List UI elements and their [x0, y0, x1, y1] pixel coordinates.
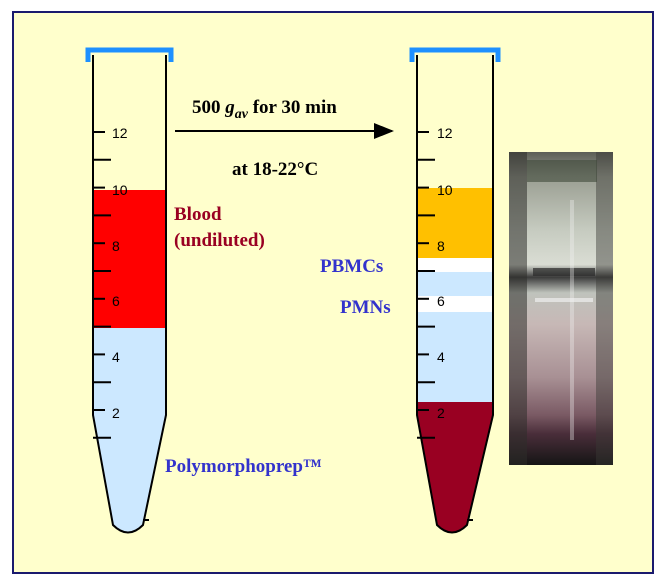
- temperature-label: at 18-22°C: [232, 159, 318, 180]
- tube-after-scale-4: 4: [437, 349, 445, 365]
- tube-after-scale-6: 6: [437, 293, 445, 309]
- tube-before-scale-10: 10: [112, 182, 128, 198]
- pbmc-band: [417, 258, 493, 272]
- plasma-layer: [417, 188, 493, 258]
- tube-after-scale-10: 10: [437, 182, 453, 198]
- tube-before-scale-2: 2: [112, 405, 120, 421]
- gradient-layer-lower: [417, 312, 493, 402]
- centrifuge-tube-icon: [92, 55, 167, 534]
- pbmc-label: PBMCs: [320, 256, 383, 277]
- gradient-layer-upper: [417, 272, 493, 296]
- tube-photo: [509, 152, 613, 465]
- blood-layer: [93, 190, 166, 328]
- scale-ticks-before: [93, 131, 149, 521]
- blood-label-line1: Blood: [174, 204, 222, 225]
- tube-before-scale-12: 12: [112, 125, 128, 141]
- tube-cap-before: [85, 47, 174, 62]
- tube-cap-after: [409, 47, 501, 62]
- centrifuge-tube-icon-after: [416, 55, 494, 534]
- tube-after-scale-8: 8: [437, 238, 445, 254]
- tube-before-scale-8: 8: [112, 238, 120, 254]
- pmn-label: PMNs: [340, 297, 391, 318]
- scale-ticks-after: [417, 131, 473, 521]
- tube-before-scale-4: 4: [112, 349, 120, 365]
- gradient-label: Polymorphoprep™: [165, 456, 322, 477]
- tube-after-scale-12: 12: [437, 125, 453, 141]
- tube-after-scale-2: 2: [437, 405, 445, 421]
- centrifuge-speed-label: 500 gav for 30 min: [192, 97, 337, 122]
- pmn-band: [417, 296, 493, 312]
- tube-before-scale-6: 6: [112, 293, 120, 309]
- blood-label-line2: (undiluted): [174, 230, 265, 251]
